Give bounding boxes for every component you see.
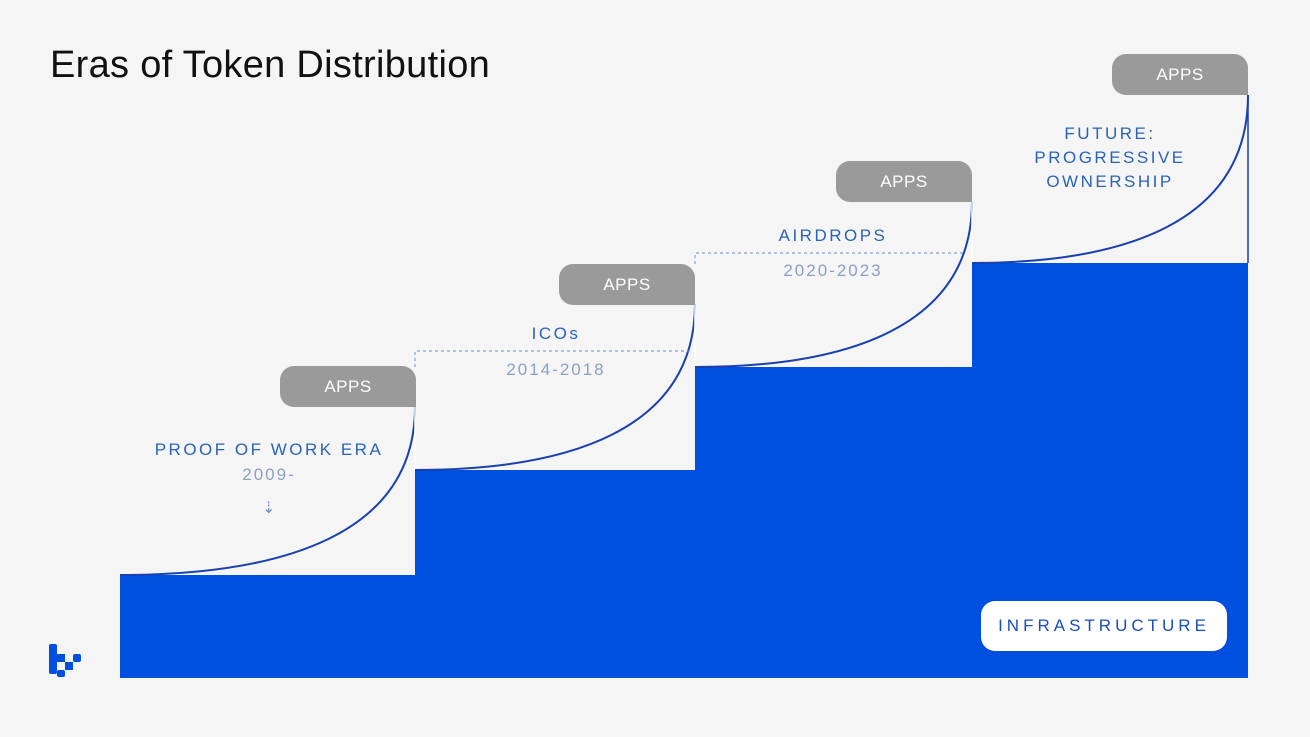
era-airdrops: AIRDROPS bbox=[778, 226, 888, 245]
era-icos: ICOs bbox=[531, 324, 581, 343]
brand-logo-icon bbox=[49, 644, 81, 677]
era-icos-years: 2014-2018 bbox=[506, 360, 606, 379]
era-proof-of-work-years: 2009- bbox=[242, 465, 296, 484]
era-future-line-3: OWNERSHIP bbox=[1046, 172, 1174, 191]
growth-curve-1 bbox=[119, 406, 416, 576]
apps-box-1: APPS bbox=[280, 366, 416, 407]
dotted-down-arrow-icon: ⇣ bbox=[262, 500, 276, 517]
era-proof-of-work: PROOF OF WORK ERA bbox=[154, 440, 384, 459]
dashed-bracket-icos bbox=[414, 350, 690, 367]
era-future-line-2: PROGRESSIVE bbox=[1034, 148, 1186, 167]
apps-box-2: APPS bbox=[559, 264, 695, 305]
page-title: Eras of Token Distribution bbox=[50, 44, 491, 86]
growth-curve-3 bbox=[694, 201, 973, 368]
era-airdrops-years: 2020-2023 bbox=[783, 261, 883, 280]
infrastructure-label: INFRASTRUCTURE bbox=[981, 601, 1227, 651]
apps-box-4: APPS bbox=[1112, 54, 1248, 95]
growth-curve-2 bbox=[414, 303, 696, 471]
era-future: FUTURE: PROGRESSIVE OWNERSHIP bbox=[1034, 122, 1185, 194]
era-future-line-1: FUTURE: bbox=[1064, 124, 1156, 143]
growth-curve-4 bbox=[971, 94, 1249, 264]
apps-box-3: APPS bbox=[836, 161, 972, 202]
